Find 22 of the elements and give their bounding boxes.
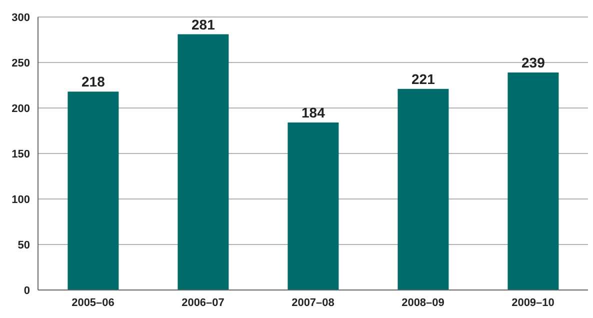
data-label: 239 (522, 54, 546, 71)
data-label: 281 (192, 16, 216, 32)
data-label: 184 (302, 104, 326, 121)
bar (398, 88, 449, 290)
y-tick-label: 250 (12, 57, 30, 70)
bar (508, 72, 559, 290)
x-tick-label: 2008–09 (402, 296, 444, 309)
y-tick-label: 200 (12, 102, 30, 115)
data-label: 218 (82, 74, 106, 90)
x-tick-label: 2009–10 (512, 296, 554, 309)
x-tick-label: 2005–06 (72, 296, 114, 309)
y-tick-label: 300 (12, 12, 30, 24)
y-tick-label: 0 (24, 284, 30, 297)
bar (288, 122, 339, 290)
y-tick-label: 150 (12, 148, 30, 160)
bar (178, 34, 229, 290)
y-tick-label: 50 (18, 239, 30, 252)
y-tick-label: 100 (12, 194, 30, 206)
x-tick-label: 2006–07 (182, 296, 224, 309)
data-label: 221 (412, 70, 436, 87)
bar (68, 92, 119, 290)
x-tick-label: 2007–08 (292, 296, 334, 309)
